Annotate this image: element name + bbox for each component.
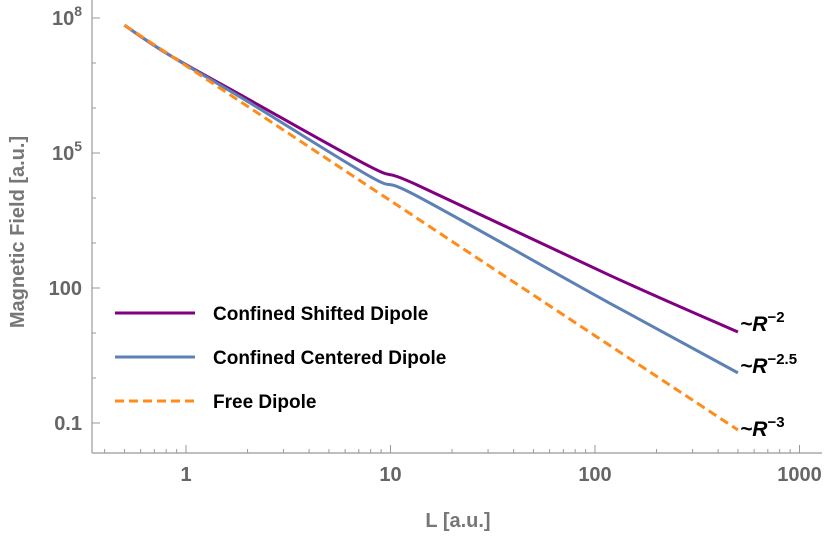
y-tick-base: 10 xyxy=(52,8,74,30)
x-axis-label: L [a.u.] xyxy=(425,510,490,532)
y-tick-exponent: 5 xyxy=(74,138,82,154)
annotation-exponent: −2 xyxy=(767,309,784,326)
annotation-base: ~R xyxy=(740,313,768,336)
legend: Confined Shifted Dipole Confined Centered… xyxy=(115,304,446,413)
y-tick-label: 108 xyxy=(52,3,82,30)
series-line-3 xyxy=(123,23,739,432)
annotations: ~R−2~R−2.5~R−3 xyxy=(740,309,797,441)
scaling-annotation-3: ~R−3 xyxy=(740,414,785,441)
series-lines xyxy=(123,23,739,432)
annotation-base: ~R xyxy=(740,355,768,378)
x-tick-label: 1 xyxy=(180,464,191,486)
annotation-base: ~R xyxy=(740,418,768,441)
y-tick-label: 0.1 xyxy=(54,413,82,435)
y-tick-base: 10 xyxy=(52,143,74,165)
x-tick-label: 1000 xyxy=(777,464,822,486)
legend-label-2: Confined Centered Dipole xyxy=(213,348,446,369)
scaling-annotation-1: ~R−2 xyxy=(740,309,785,336)
y-tick-label: 100 xyxy=(49,278,82,300)
series-line-1 xyxy=(123,24,739,334)
y-tick-exponent: 8 xyxy=(74,3,82,19)
x-tick-label: 100 xyxy=(578,464,611,486)
annotation-exponent: −2.5 xyxy=(767,351,797,368)
y-tick-label: 105 xyxy=(52,138,82,165)
legend-label-3: Free Dipole xyxy=(213,392,316,413)
legend-label-1: Confined Shifted Dipole xyxy=(213,304,428,325)
annotation-exponent: −3 xyxy=(767,414,784,431)
x-tick-label: 10 xyxy=(379,464,401,486)
y-axis-label: Magnetic Field [a.u.] xyxy=(7,136,29,328)
scaling-annotation-2: ~R−2.5 xyxy=(740,351,797,378)
